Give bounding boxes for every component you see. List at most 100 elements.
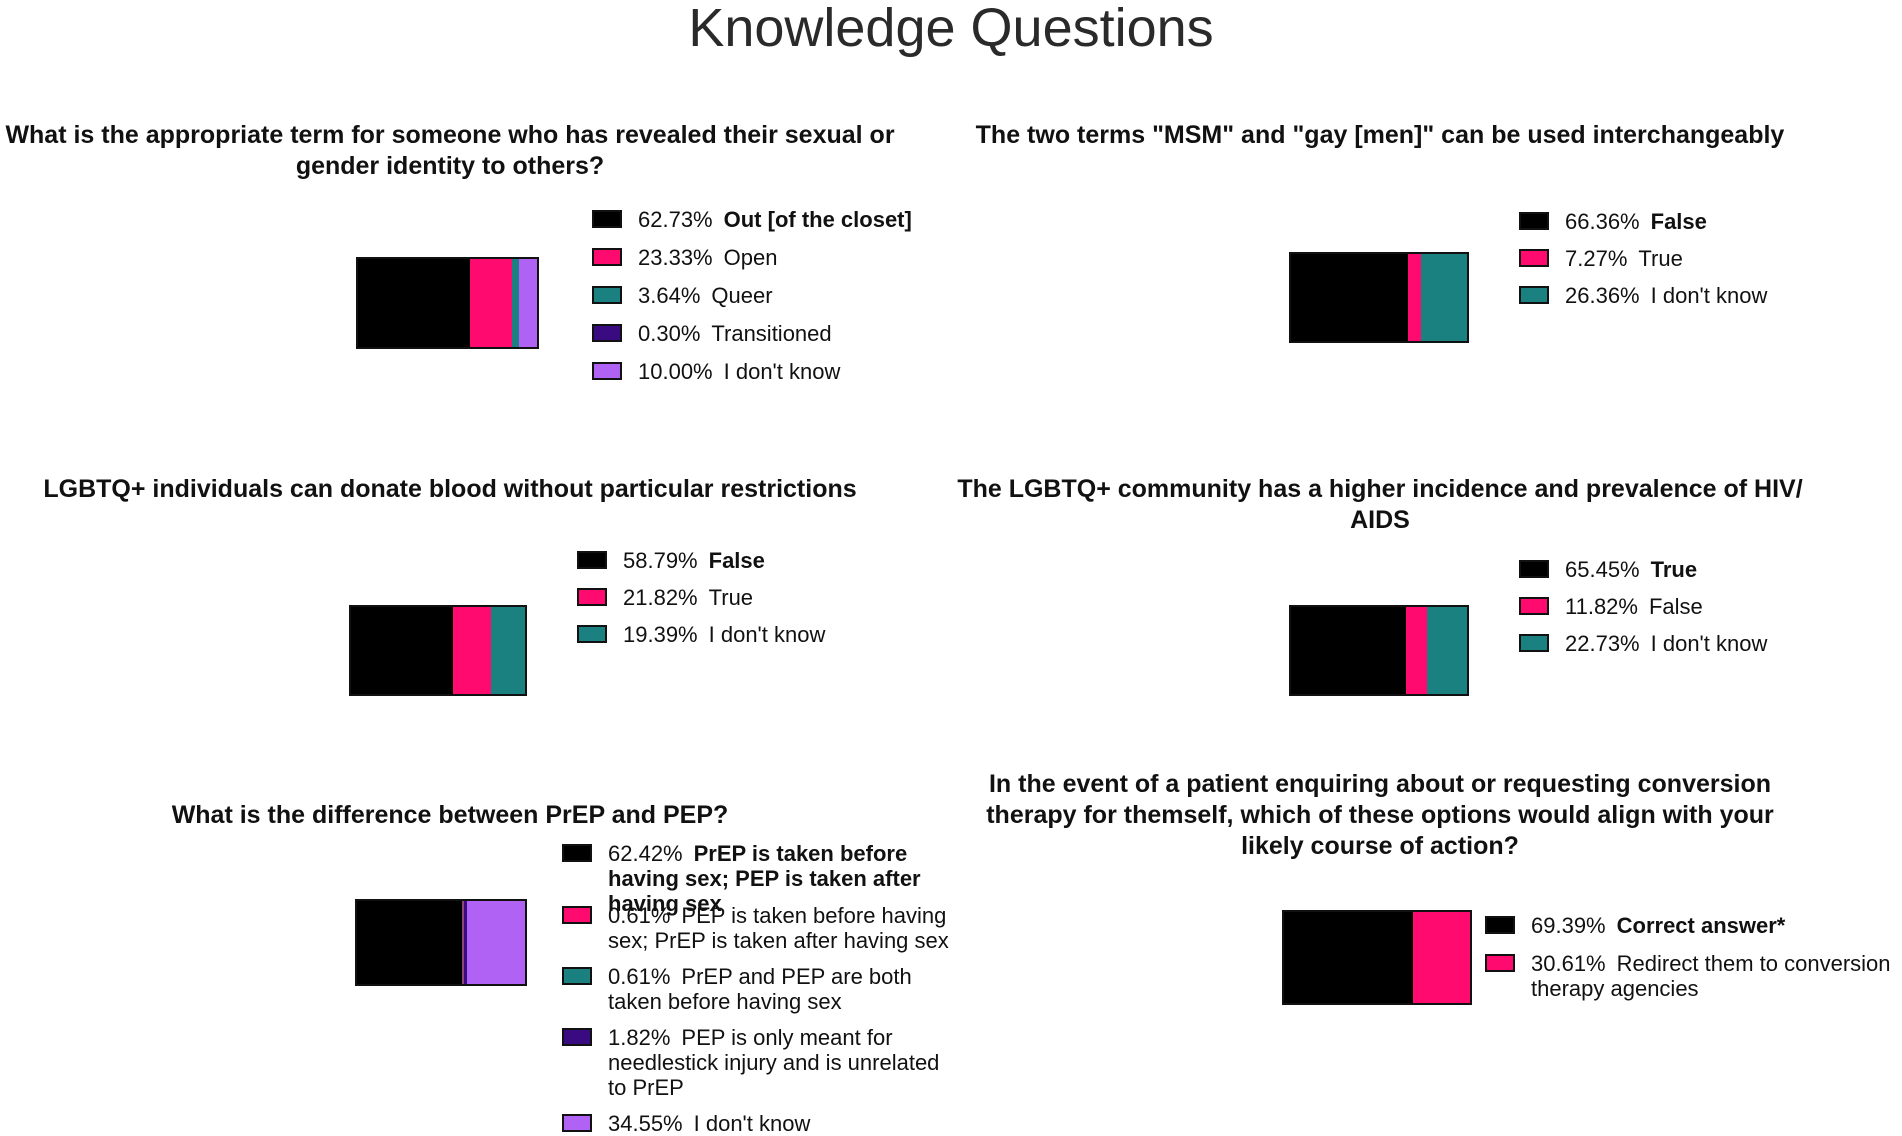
bar-segment [461,901,463,984]
legend-swatch [1519,597,1549,615]
bar-segment [1413,912,1470,1003]
legend-item: 26.36% I don't know [1519,283,1767,308]
legend-text: 0.30% Transitioned [638,321,832,346]
bar-segment [1291,254,1408,341]
bar-segment [512,259,519,347]
bar-segment [1291,607,1407,694]
stacked-bar [356,257,539,349]
answer-label: I don't know [693,1111,811,1136]
answer-label: PrEP is taken before having sex; PEP is … [608,841,921,916]
percent-label: 65.45% [1565,557,1640,582]
bar-segment [491,607,525,694]
answer-label: PrEP and PEP are both taken before havin… [608,964,912,1014]
percent-label: 69.39% [1531,913,1606,938]
legend-swatch [562,1028,592,1046]
question-title: The two terms "MSM" and "gay [men]" can … [975,121,1785,149]
bar-segment [357,901,462,984]
legend-text: 3.64% Queer [638,283,773,308]
legend-item: 22.73% I don't know [1519,631,1767,656]
question-title: In the event of a patient enquiring abou… [986,770,1774,860]
legend-item: 11.82% False [1519,594,1703,619]
answer-label: I don't know [1650,631,1768,656]
bar-segment [462,901,464,984]
legend-item: 10.00% I don't know [592,359,840,384]
legend-swatch [562,906,592,924]
legend-swatch [592,210,622,228]
percent-label: 62.73% [638,207,713,232]
legend-text: 11.82% False [1565,594,1703,619]
answer-label: PEP is only meant for needlestick injury… [608,1025,940,1100]
percent-label: 66.36% [1565,209,1640,234]
percent-label: 62.42% [608,841,683,866]
question-title: The LGBTQ+ community has a higher incide… [957,475,1803,534]
percent-label: 1.82% [608,1025,671,1050]
percent-label: 10.00% [638,359,713,384]
answer-label: Queer [711,283,773,308]
legend-item: 65.45% True [1519,557,1697,582]
legend-text: 34.55% I don't know [608,1111,810,1136]
legend-text: 22.73% I don't know [1565,631,1767,656]
legend-swatch [1519,212,1549,230]
legend-swatch [562,844,592,862]
stacked-bar [1289,252,1469,343]
bar-segment [1406,607,1427,694]
legend-swatch [1519,634,1549,652]
legend-swatch [1519,560,1549,578]
stacked-bar [1289,605,1469,696]
answer-label: I don't know [723,359,841,384]
bar-segment [358,259,471,347]
percent-label: 26.36% [1565,283,1640,308]
legend-item: 58.79% False [577,548,765,573]
legend-item: 19.39% I don't know [577,622,825,647]
legend-text: 30.61% Redirect them to conversion therap… [1531,951,1895,1001]
legend-text: 10.00% I don't know [638,359,840,384]
legend-item: 69.39% Correct answer* [1485,913,1895,938]
percent-label: 0.61% [608,903,671,928]
bar-segment [519,259,537,347]
legend-swatch [1485,954,1515,972]
legend-item: 1.82% PEP is only meant for needlestick i… [562,1025,962,1100]
legend-text: 62.73% Out [of the closet] [638,207,912,232]
legend-text: 0.61% PrEP and PEP are both taken before … [608,964,962,1014]
question-title: What is the appropriate term for someone… [5,121,895,180]
bar-segment [1426,607,1467,694]
percent-label: 30.61% [1531,951,1606,976]
legend-item: 34.55% I don't know [562,1111,962,1136]
answer-label: I don't know [708,622,826,647]
legend-text: 19.39% I don't know [623,622,825,647]
percent-label: 58.79% [623,548,698,573]
stacked-bar [349,605,527,696]
answer-label: Transitioned [711,321,832,346]
page-title: Knowledge Questions [688,0,1214,58]
legend-swatch [562,1114,592,1132]
bar-segment [463,901,467,984]
legend-item: 30.61% Redirect them to conversion therap… [1485,951,1895,1001]
legend-text: 26.36% I don't know [1565,283,1767,308]
legend-swatch [592,248,622,266]
percent-label: 19.39% [623,622,698,647]
legend-item: 7.27% True [1519,246,1683,271]
bar-segment [1284,912,1414,1003]
legend-item: 0.61% PrEP and PEP are both taken before … [562,964,962,1014]
legend-item: 66.36% False [1519,209,1707,234]
stacked-bar [1282,910,1472,1005]
percent-label: 23.33% [638,245,713,270]
legend-item: 21.82% True [577,585,753,610]
answer-label: True [1650,557,1698,582]
legend-text: 23.33% Open [638,245,777,270]
legend-swatch [592,362,622,380]
percent-label: 0.30% [638,321,701,346]
bar-segment [518,259,520,347]
legend-text: 0.61% PEP is taken before having sex; PrE… [608,903,962,953]
answer-label: PEP is taken before having sex; PrEP is … [608,903,949,953]
legend-text: 1.82% PEP is only meant for needlestick i… [608,1025,962,1100]
percent-label: 34.55% [608,1111,683,1136]
legend-item: 23.33% Open [592,245,777,270]
percent-label: 0.61% [608,964,671,989]
bar-segment [351,607,454,694]
legend-swatch [1485,916,1515,934]
bar-segment [1407,254,1421,341]
bar-segment [470,259,513,347]
legend-item: 0.30% Transitioned [592,321,832,346]
legend-swatch [562,967,592,985]
